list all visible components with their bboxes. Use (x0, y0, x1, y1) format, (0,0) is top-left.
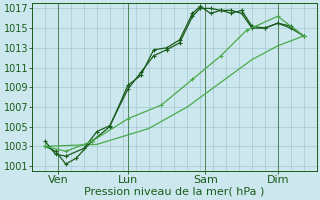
X-axis label: Pression niveau de la mer( hPa ): Pression niveau de la mer( hPa ) (84, 187, 265, 197)
